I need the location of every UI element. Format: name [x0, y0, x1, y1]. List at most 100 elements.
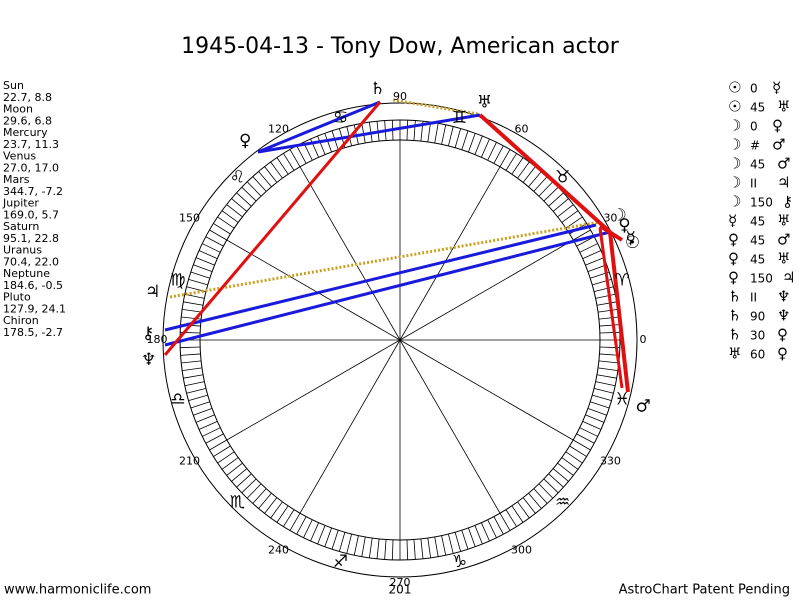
ring-tick: [384, 539, 387, 560]
ring-tick: [434, 123, 439, 144]
ring-tick: [413, 120, 416, 141]
chart-title: 1945-04-13 - Tony Dow, American actor: [181, 34, 620, 59]
ring-tick: [517, 161, 530, 179]
aspect-planet: ☉: [728, 98, 741, 116]
ring-tick: [552, 468, 569, 482]
ring-tick: [406, 539, 409, 560]
spoke: [399, 239, 574, 341]
spoke: [226, 239, 401, 341]
ring-tick: [543, 478, 559, 494]
ring-tick: [533, 176, 548, 192]
planet-position: 22.7, 8.8: [3, 91, 52, 104]
degree-label: 210: [179, 455, 200, 468]
aspect-type: 45: [750, 215, 765, 229]
aspect-lines: [163, 98, 630, 393]
spoke: [399, 166, 501, 341]
ring-tick: [522, 497, 536, 514]
aspect-planet: ☽: [728, 117, 741, 135]
ring-tick: [181, 360, 202, 364]
ring-tick: [557, 462, 574, 476]
ring-tick: [324, 527, 332, 547]
ring-tick: [548, 192, 564, 207]
ring-tick: [252, 176, 267, 192]
ring-tick: [582, 250, 602, 260]
degree-label: 300: [511, 543, 532, 556]
ring-tick: [528, 492, 542, 509]
ring-tick: [324, 133, 332, 153]
aspect-planet: ♅: [777, 98, 790, 116]
ring-tick: [252, 488, 267, 504]
aspect-planet: ♀: [772, 117, 783, 135]
zodiac-sign: ♏: [230, 493, 245, 513]
planet-position: 95.1, 22.8: [3, 232, 59, 245]
planet-position: 127.9, 24.1: [3, 303, 66, 316]
aspect-type: 45: [750, 253, 765, 267]
ring-tick: [585, 414, 605, 423]
ring-tick: [270, 161, 283, 179]
ring-tick: [188, 278, 208, 286]
degree-label: 120: [268, 123, 289, 136]
aspect-planet: ♂: [777, 155, 790, 173]
ring-tick: [231, 468, 248, 482]
bottom-label: 201: [389, 583, 412, 597]
zodiac-sign: ♋: [333, 108, 348, 128]
zodiac-sign: ♒: [555, 493, 570, 513]
ring-tick: [597, 367, 618, 372]
aspect-line: [169, 220, 601, 299]
aspect-planet: ♀: [728, 269, 739, 287]
ring-tick: [226, 204, 243, 218]
wheel: [162, 102, 638, 578]
aspect-type: 45: [750, 234, 765, 248]
aspect-planet: ♃: [777, 174, 790, 192]
planet-glyph: ☉: [625, 233, 640, 253]
ring-tick: [317, 525, 326, 545]
ring-tick: [213, 223, 231, 235]
ring-tick: [499, 513, 511, 531]
ring-tick: [461, 530, 469, 550]
aspect-type: 0: [750, 82, 758, 96]
zodiac-sign: ♎: [170, 390, 185, 410]
degree-label: 90: [393, 90, 407, 103]
ring-tick: [296, 145, 307, 164]
ring-tick: [427, 122, 432, 143]
ring-tick: [221, 210, 239, 223]
ring-tick: [209, 439, 227, 451]
ring-tick: [180, 353, 201, 356]
spoke: [299, 166, 401, 341]
ring-tick: [236, 192, 252, 207]
aspect-planet: ♅: [777, 250, 790, 268]
degree-label: 0: [640, 333, 647, 346]
ring-tick: [538, 181, 554, 197]
ring-tick: [184, 293, 205, 299]
ring-tick: [188, 394, 208, 402]
ring-tick: [202, 243, 221, 253]
ring-tick: [576, 433, 595, 444]
ring-tick: [517, 501, 530, 519]
ring-tick: [368, 537, 373, 558]
zodiac-sign: ♈: [615, 270, 630, 290]
ring-tick: [183, 374, 204, 379]
ring-tick: [487, 142, 497, 161]
ring-tick: [557, 204, 574, 218]
planet-name: Sun: [3, 79, 24, 92]
degree-label: 60: [515, 123, 529, 136]
ring-tick: [221, 457, 239, 470]
aspect-type: 150: [750, 272, 773, 286]
ring-tick: [590, 401, 610, 409]
planet-position: 184.6, -0.5: [3, 279, 63, 292]
ring-tick: [582, 420, 602, 430]
aspect-planet: ♆: [777, 307, 790, 325]
footer-left: www.harmoniclife.com: [4, 583, 151, 598]
planet-position: 178.5, -2.7: [3, 326, 63, 339]
aspect-planet: ☽: [728, 136, 741, 154]
ring-tick: [317, 135, 326, 155]
ring-tick: [276, 505, 289, 523]
aspect-line: [163, 101, 382, 356]
ring-tick: [461, 130, 469, 150]
degree-label: 150: [179, 212, 200, 225]
ring-tick: [209, 229, 227, 241]
planet-name: Uranus: [3, 244, 42, 257]
ring-tick: [487, 519, 497, 538]
ring-tick: [596, 301, 617, 306]
